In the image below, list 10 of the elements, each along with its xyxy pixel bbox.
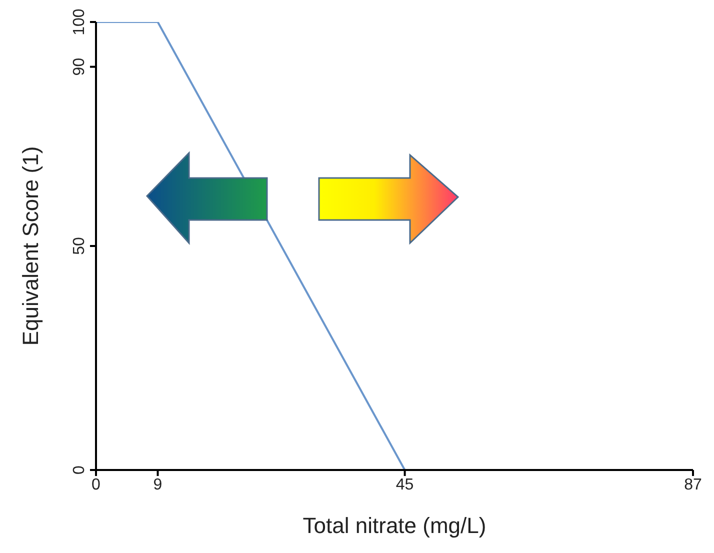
y-tick-label: 0 xyxy=(71,465,88,474)
x-axis-title: Total nitrate (mg/L) xyxy=(302,513,486,538)
y-tick-label: 90 xyxy=(71,58,88,76)
y-axis-title: Equivalent Score (1) xyxy=(18,146,43,346)
x-tick-label: 9 xyxy=(153,476,162,494)
x-tick-label: 87 xyxy=(684,476,702,494)
x-tick-label: 45 xyxy=(396,476,414,494)
x-tick-label: 0 xyxy=(92,476,101,494)
y-tick-label: 100 xyxy=(71,8,88,36)
y-tick-label: 50 xyxy=(71,237,88,255)
